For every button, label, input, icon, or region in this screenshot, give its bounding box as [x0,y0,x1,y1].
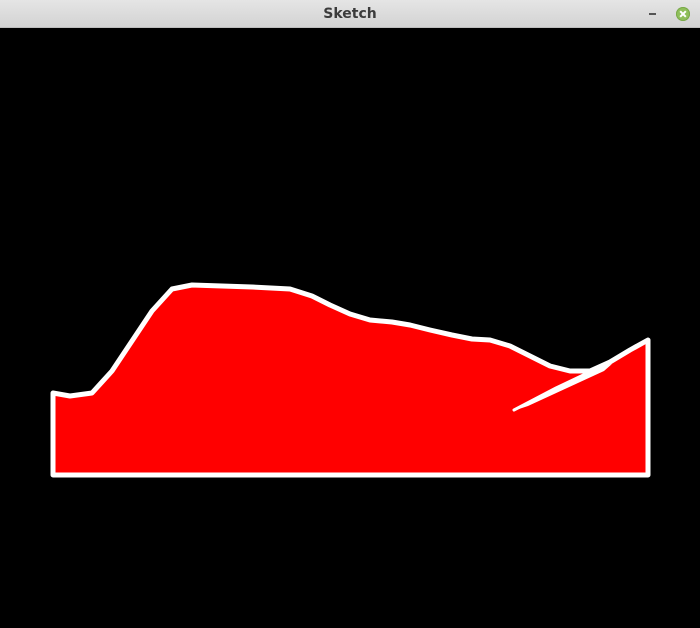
minimize-icon[interactable] [646,6,660,20]
close-icon[interactable] [676,7,690,21]
terrain-shape [50,282,651,478]
white-slash-wedge [516,364,612,410]
sketch-canvas[interactable] [0,28,700,628]
title-bar[interactable]: Sketch [0,0,700,28]
window-title: Sketch [323,6,377,22]
canvas-svg [50,282,651,478]
